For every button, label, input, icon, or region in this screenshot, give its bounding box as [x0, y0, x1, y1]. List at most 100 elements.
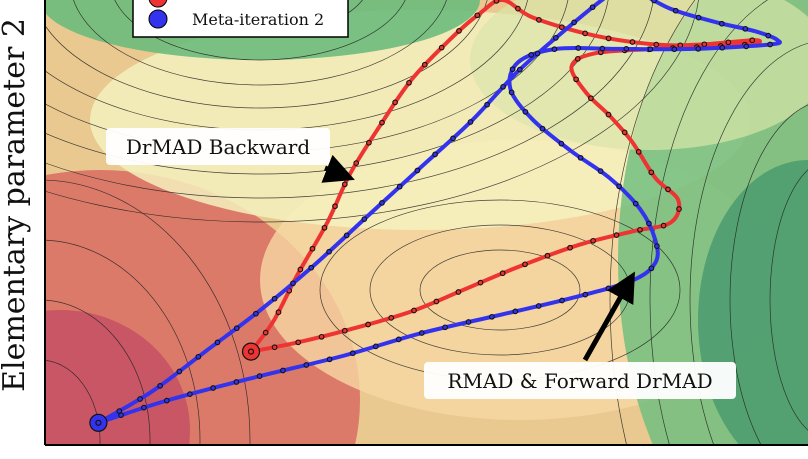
series-point-meta-iteration-2 [559, 297, 565, 304]
series-point-meta-iteration-2 [671, 46, 678, 53]
series-point-meta-iteration-2 [575, 45, 582, 51]
series-point-meta-iteration-2 [654, 243, 660, 249]
series-point-meta-iteration-2 [418, 330, 425, 336]
series-point-meta-iteration-2 [308, 264, 315, 271]
legend-marker-meta-iteration-2 [148, 9, 168, 29]
series-point-series-1 [522, 261, 528, 268]
series-point-meta-iteration-2 [589, 4, 596, 11]
series-start-dot-series-1 [247, 348, 255, 355]
series-point-series-1 [635, 149, 642, 155]
series-point-meta-iteration-2 [742, 25, 749, 32]
series-point-series-1 [456, 28, 462, 34]
series-point-meta-iteration-2 [616, 183, 622, 190]
series-point-meta-iteration-2 [743, 43, 750, 50]
series-point-meta-iteration-2 [571, 19, 577, 26]
series-point-meta-iteration-2 [195, 353, 202, 360]
series-point-meta-iteration-2 [516, 66, 523, 73]
series-point-meta-iteration-2 [467, 119, 474, 125]
series-point-series-1 [567, 244, 573, 251]
series-point-meta-iteration-2 [672, 7, 679, 14]
annotation-text: RMAD & Forward DrMAD [447, 369, 712, 393]
series-point-series-1 [648, 169, 655, 176]
legend: Meta-iteration 2 [132, 0, 349, 38]
series-point-series-1 [275, 309, 282, 316]
series-point-meta-iteration-2 [718, 20, 725, 27]
series-point-series-1 [629, 39, 636, 45]
series-point-meta-iteration-2 [349, 350, 356, 357]
series-point-meta-iteration-2 [508, 89, 515, 96]
series-point-meta-iteration-2 [137, 396, 143, 402]
series-point-series-1 [637, 226, 643, 233]
series-point-meta-iteration-2 [695, 45, 702, 52]
series-point-meta-iteration-2 [599, 45, 606, 52]
series-point-series-1 [653, 41, 660, 48]
series-point-meta-iteration-2 [767, 41, 773, 48]
annotation-rmad-forward-drmad: RMAD & Forward DrMAD [424, 271, 736, 399]
series-point-series-1 [318, 333, 325, 340]
series-point-meta-iteration-2 [253, 310, 259, 317]
series-point-meta-iteration-2 [500, 83, 506, 90]
series-point-meta-iteration-2 [414, 167, 421, 174]
annotation-layer: DrMAD Backward RMAD & Forward DrMAD [106, 128, 736, 399]
series-point-series-1 [406, 79, 412, 86]
series-point-meta-iteration-2 [651, 0, 657, 4]
series-point-series-1 [455, 289, 462, 295]
legend-marker-red-partial [148, 0, 168, 8]
series-point-meta-iteration-2 [163, 397, 170, 404]
series-point-meta-iteration-2 [233, 379, 240, 385]
series-point-series-1 [573, 76, 579, 83]
series-point-meta-iteration-2 [582, 291, 589, 298]
series-point-series-1 [332, 203, 338, 210]
series-point-meta-iteration-2 [535, 303, 542, 309]
series-start-marker-series-1 [241, 342, 261, 361]
series-point-meta-iteration-2 [623, 46, 630, 52]
series-point-meta-iteration-2 [372, 343, 379, 350]
series-point-meta-iteration-2 [522, 109, 529, 115]
series-point-meta-iteration-2 [256, 373, 263, 379]
annotation-box [424, 362, 736, 399]
series-point-meta-iteration-2 [558, 140, 565, 147]
series-point-meta-iteration-2 [303, 362, 310, 368]
legend-label-meta-iteration-2: Meta-iteration 2 [192, 10, 324, 29]
series-point-series-1 [309, 245, 316, 252]
series-point-meta-iteration-2 [450, 135, 456, 142]
series-point-series-1 [474, 12, 481, 19]
series-point-series-1 [605, 35, 612, 42]
series-point-series-1 [477, 279, 484, 286]
series-point-meta-iteration-2 [442, 324, 448, 331]
legend-box [132, 0, 349, 38]
series-point-series-1 [613, 232, 620, 238]
series-point-meta-iteration-2 [528, 52, 535, 58]
series-point-meta-iteration-2 [280, 367, 286, 374]
series-point-series-1 [499, 270, 506, 277]
series-point-meta-iteration-2 [141, 404, 147, 411]
series-point-meta-iteration-2 [765, 32, 772, 39]
series-point-meta-iteration-2 [326, 248, 332, 255]
series-point-meta-iteration-2 [432, 151, 438, 158]
series-line-meta-iteration-2 [96, 0, 782, 425]
series-point-meta-iteration-2 [343, 232, 350, 239]
series-point-series-1 [574, 56, 581, 62]
annotation-drmad-backward: DrMAD Backward [106, 128, 355, 183]
series-point-meta-iteration-2 [648, 265, 655, 272]
series-point-series-1 [590, 237, 596, 244]
series-point-meta-iteration-2 [271, 295, 278, 302]
series-point-meta-iteration-2 [484, 101, 490, 108]
series-point-meta-iteration-2 [326, 356, 333, 363]
series-point-meta-iteration-2 [577, 154, 584, 161]
series-point-meta-iteration-2 [647, 46, 654, 53]
series-point-series-1 [297, 266, 304, 273]
series-point-series-1 [749, 37, 756, 44]
series-point-meta-iteration-2 [551, 46, 558, 53]
series-point-meta-iteration-2 [539, 125, 546, 132]
series-point-meta-iteration-2 [379, 200, 385, 206]
series-point-series-1 [536, 17, 542, 23]
series-point-meta-iteration-2 [509, 66, 516, 73]
series-point-series-1 [660, 222, 667, 229]
series-point-meta-iteration-2 [396, 183, 403, 190]
series-point-meta-iteration-2 [552, 35, 559, 41]
series-point-series-1 [558, 24, 565, 31]
series-point-meta-iteration-2 [395, 336, 402, 343]
